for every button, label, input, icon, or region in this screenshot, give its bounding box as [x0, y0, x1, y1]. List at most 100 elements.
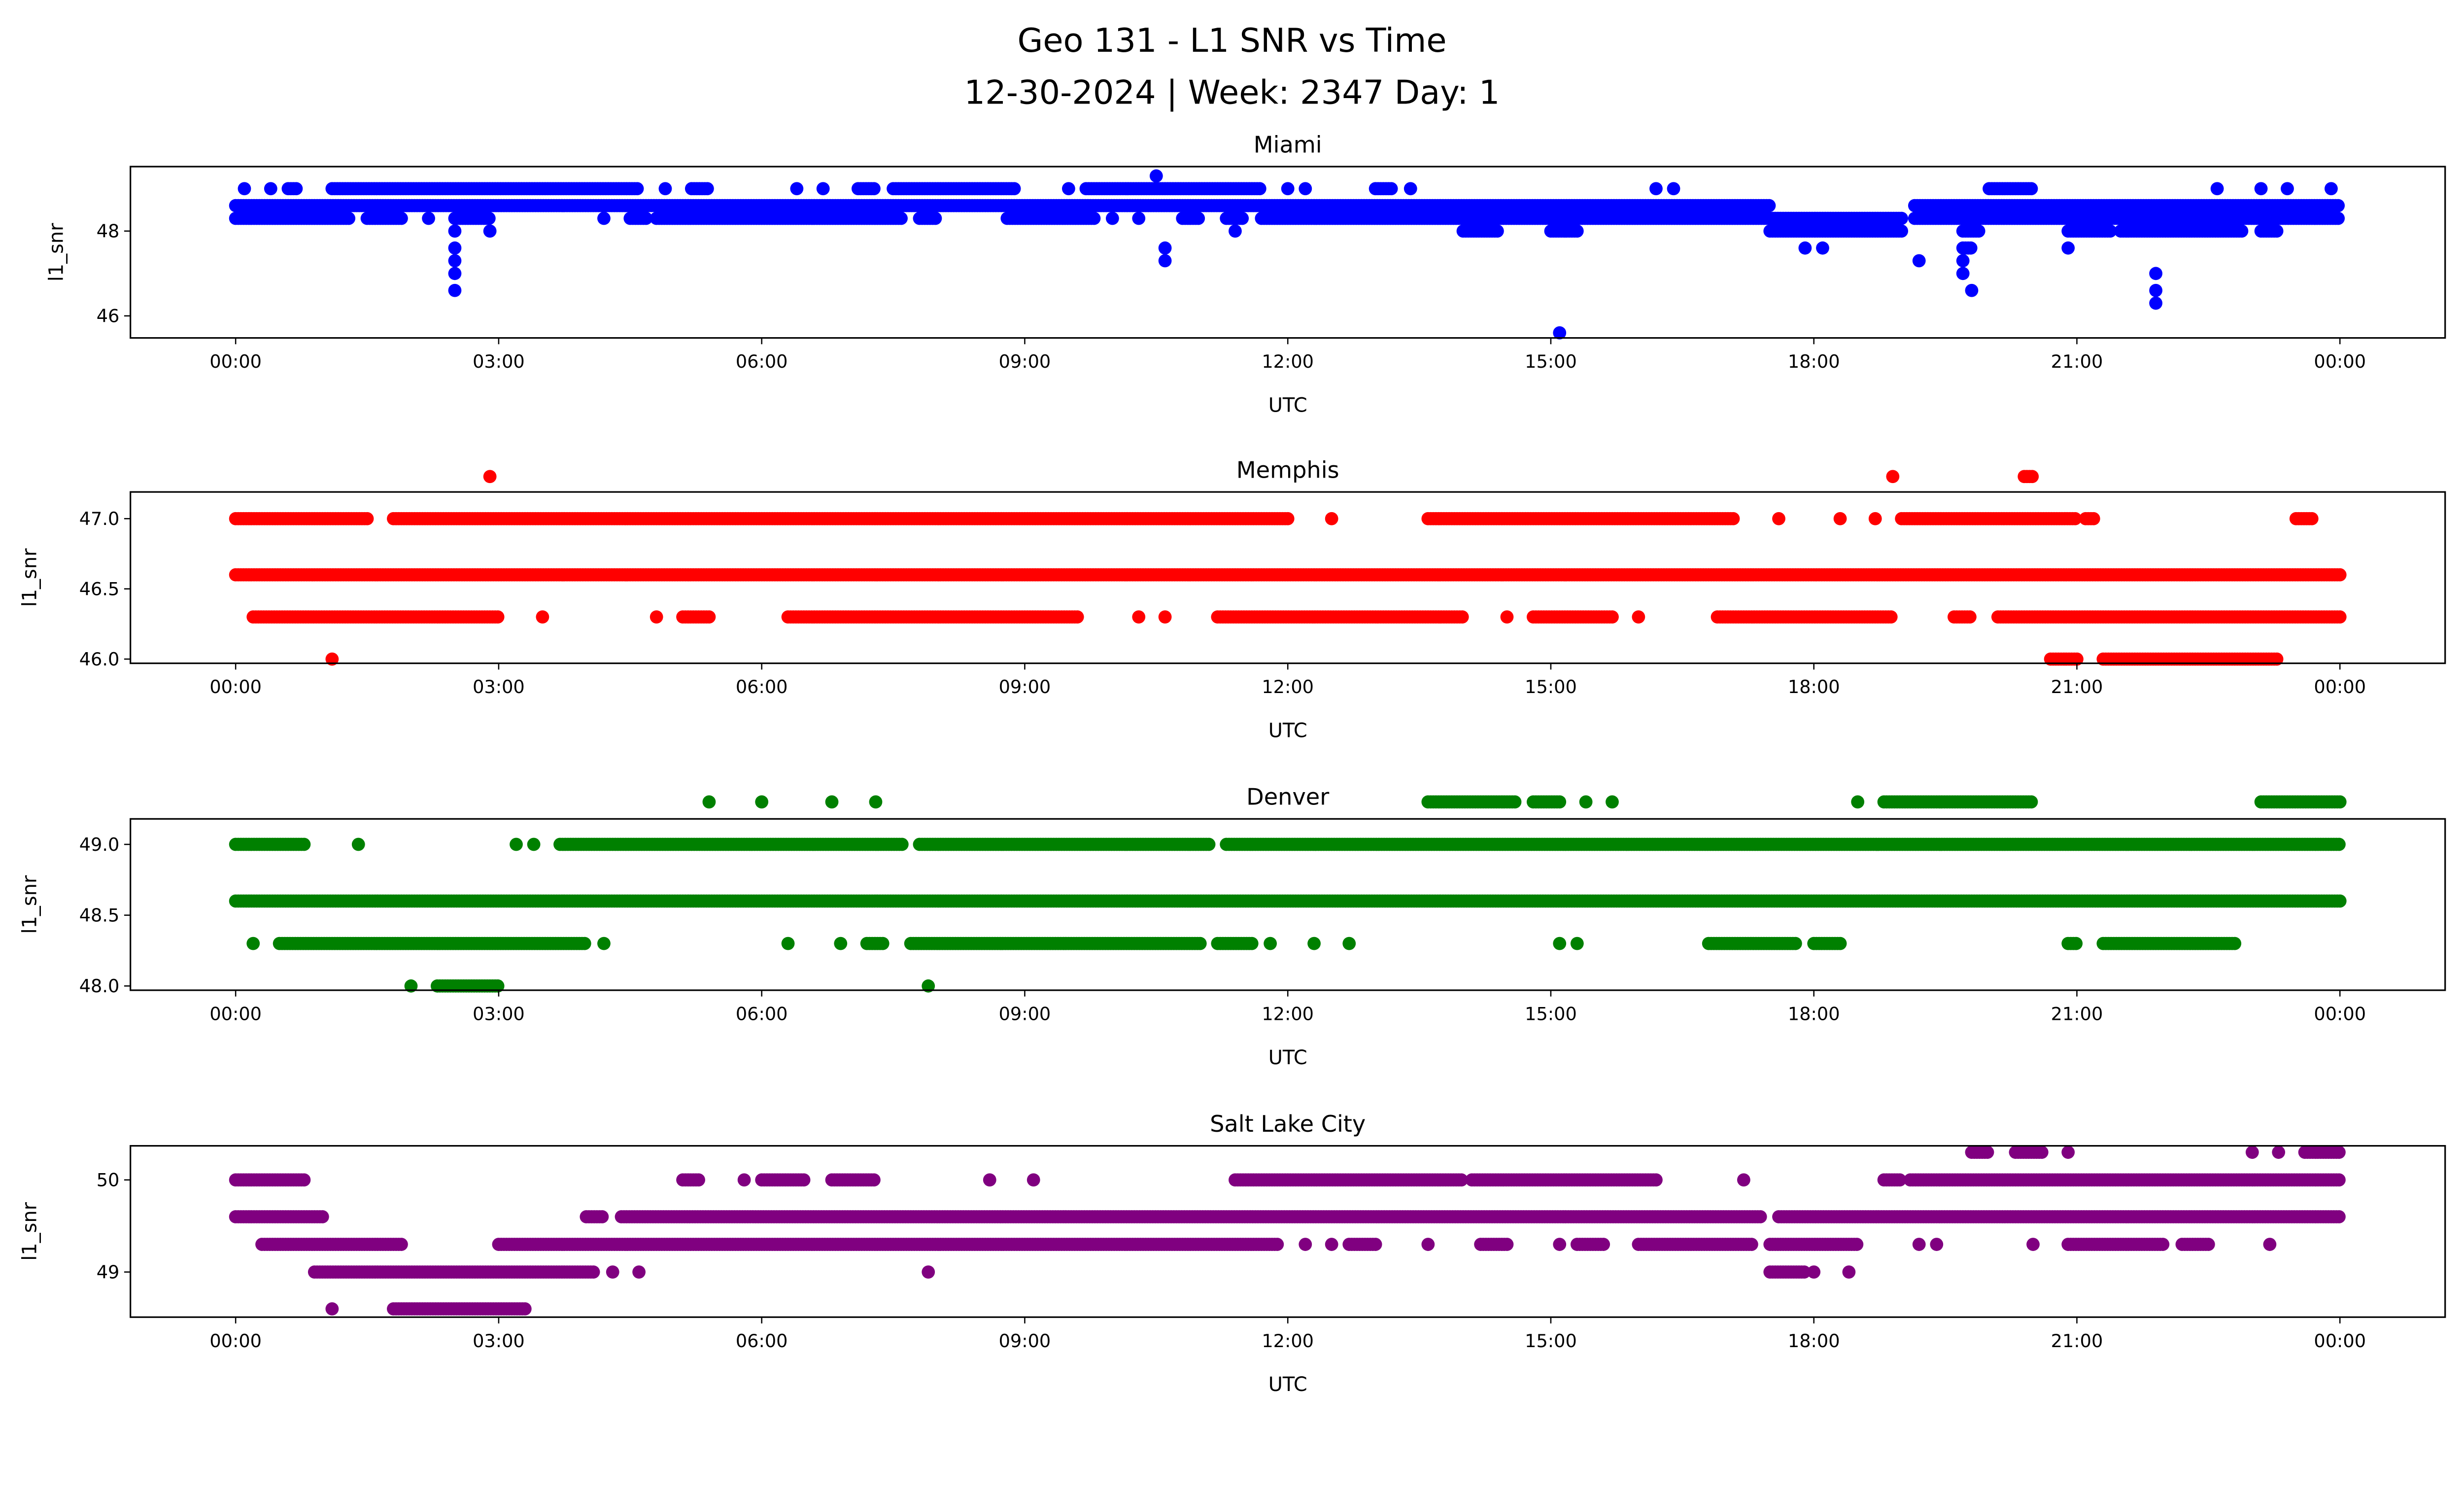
data-point: [422, 211, 435, 225]
data-point: [2333, 894, 2347, 908]
data-point: [2061, 241, 2075, 255]
data-point: [1972, 224, 1985, 238]
data-point: [1895, 224, 1909, 238]
data-point: [491, 610, 505, 624]
data-point: [264, 182, 277, 196]
data-point: [2254, 182, 2268, 196]
x-tick-label: 21:00: [2051, 676, 2103, 697]
chart-title-line1: Geo 131 - L1 SNR vs Time: [1017, 21, 1446, 60]
data-point: [510, 837, 523, 851]
data-point: [2333, 610, 2347, 624]
data-point: [639, 211, 653, 225]
data-point: [1403, 182, 1417, 196]
x-tick-label: 03:00: [473, 676, 525, 697]
data-point: [1229, 224, 1242, 238]
data-point: [1158, 241, 1172, 255]
subplot-miami: Miami 00:00 03:00 06:00 09:00 12:00 15:00 18:00…: [45, 131, 2446, 417]
data-point: [2149, 267, 2162, 280]
x-tick-label: 00:00: [2314, 351, 2366, 372]
data-point: [1912, 254, 1926, 268]
y-tick-label: 46: [97, 306, 120, 327]
data-point: [1964, 241, 1978, 255]
x-tick-label: 00:00: [209, 351, 262, 372]
data-point: [1956, 267, 1970, 280]
y-axis-label: l1_snr: [45, 223, 68, 281]
data-point: [1299, 182, 1312, 196]
data-point: [2331, 199, 2345, 212]
data-point: [1798, 241, 1812, 255]
chart-title-line2: 12-30-2024 | Week: 2347 Day: 1: [964, 73, 1500, 111]
data-point: [1833, 512, 1847, 525]
data-point: [448, 241, 462, 255]
data-point: [1649, 182, 1663, 196]
data-point: [2305, 512, 2319, 525]
y-tick-label: 47.0: [79, 508, 120, 529]
data-point: [1956, 254, 1970, 268]
data-points: [229, 169, 2345, 340]
y-tick-label: 46.5: [79, 578, 120, 599]
x-tick-label: 21:00: [2051, 351, 2103, 372]
data-point: [816, 182, 830, 196]
subplot-title: Miami: [1254, 131, 1322, 158]
x-tick-label: 09:00: [999, 351, 1051, 372]
data-point: [483, 470, 497, 484]
data-point: [2087, 512, 2100, 525]
data-point: [289, 182, 303, 196]
data-point: [630, 182, 644, 196]
data-point: [1132, 211, 1146, 225]
data-point: [1491, 224, 1504, 238]
data-point: [1816, 241, 1829, 255]
data-point: [2149, 296, 2162, 310]
x-tick-label: 00:00: [2314, 676, 2366, 697]
data-point: [1632, 610, 1645, 624]
data-point: [1963, 610, 1977, 624]
x-tick-label: 15:00: [1525, 351, 1577, 372]
data-point: [1606, 610, 1619, 624]
x-tick-label: 06:00: [736, 351, 788, 372]
subplots: Miami 00:00 03:00 06:00 09:00 12:00 15:00 18:00…: [18, 131, 2446, 1396]
y-tick-label: 48: [97, 221, 120, 242]
data-point: [448, 254, 462, 268]
data-point: [1281, 182, 1295, 196]
subplot-title: Memphis: [1236, 456, 1339, 483]
subplot-title: Denver: [1246, 784, 1329, 810]
data-point: [1868, 512, 1882, 525]
x-tick-label: 18:00: [1788, 676, 1840, 697]
data-point: [1281, 512, 1295, 525]
data-point: [1158, 254, 1172, 268]
x-tick-label: 12:00: [1262, 351, 1314, 372]
data-point: [1070, 610, 1084, 624]
data-point: [700, 182, 714, 196]
data-point: [483, 224, 497, 238]
data-point: [527, 837, 541, 851]
data-point: [395, 211, 408, 225]
data-point: [702, 610, 716, 624]
x-tick-label: 12:00: [1262, 676, 1314, 697]
x-tick-label: 06:00: [736, 676, 788, 697]
data-point: [1500, 610, 1514, 624]
data-point: [482, 211, 496, 225]
x-tick-label: 18:00: [1788, 351, 1840, 372]
data-point: [1895, 211, 1909, 225]
y-axis-label: l1_snr: [18, 548, 41, 607]
data-point: [1062, 182, 1075, 196]
data-point: [448, 267, 462, 280]
x-tick-label: 03:00: [473, 351, 525, 372]
data-point: [1884, 610, 1898, 624]
data-point: [1384, 182, 1398, 196]
data-point: [1158, 610, 1172, 624]
data-point: [342, 211, 356, 225]
data-point: [448, 224, 462, 238]
data-point: [1886, 470, 1900, 484]
x-tick-label: 09:00: [999, 676, 1051, 697]
data-point: [790, 182, 804, 196]
data-point: [2325, 182, 2338, 196]
data-point: [1192, 211, 1205, 225]
data-point: [2235, 224, 2249, 238]
data-point: [536, 610, 549, 624]
data-point: [2281, 182, 2294, 196]
data-point: [2331, 211, 2345, 225]
data-point: [448, 283, 462, 297]
data-point: [1570, 224, 1584, 238]
data-point: [297, 837, 311, 851]
